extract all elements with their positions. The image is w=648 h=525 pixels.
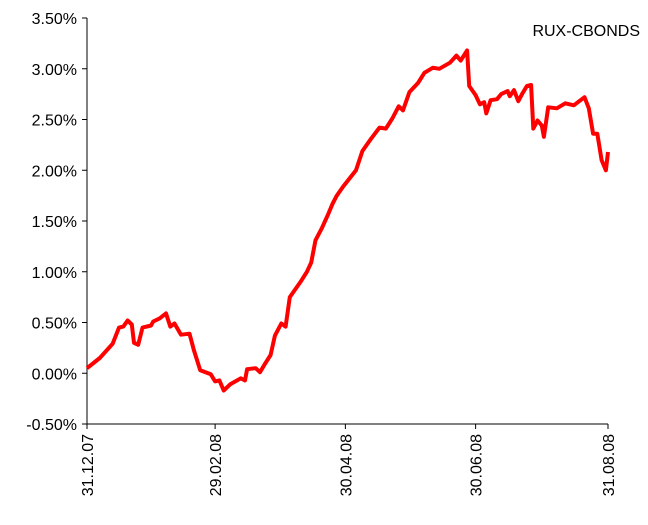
x-tick-label: 31.08.08 xyxy=(601,434,618,496)
y-tick-label: 0.50% xyxy=(32,316,77,333)
y-tick-label: 2.50% xyxy=(32,113,77,130)
x-tick-label: 31.12.07 xyxy=(80,434,97,496)
y-tick-label: 1.50% xyxy=(32,214,77,231)
line-series xyxy=(85,48,610,393)
y-tick-label: 2.00% xyxy=(32,163,77,180)
y-tick-label: 3.00% xyxy=(32,62,77,79)
x-tick-label: 30.04.08 xyxy=(338,434,355,496)
y-tick-label: 3.50% xyxy=(32,11,77,28)
legend-label: RUX-CBONDS xyxy=(532,23,640,40)
y-tick-label: -0.50% xyxy=(26,417,77,434)
x-tick-label: 30.06.08 xyxy=(469,434,486,496)
y-tick-label: 0.00% xyxy=(32,366,77,383)
x-tick-label: 29.02.08 xyxy=(208,434,225,496)
y-tick-label: 1.00% xyxy=(32,265,77,282)
